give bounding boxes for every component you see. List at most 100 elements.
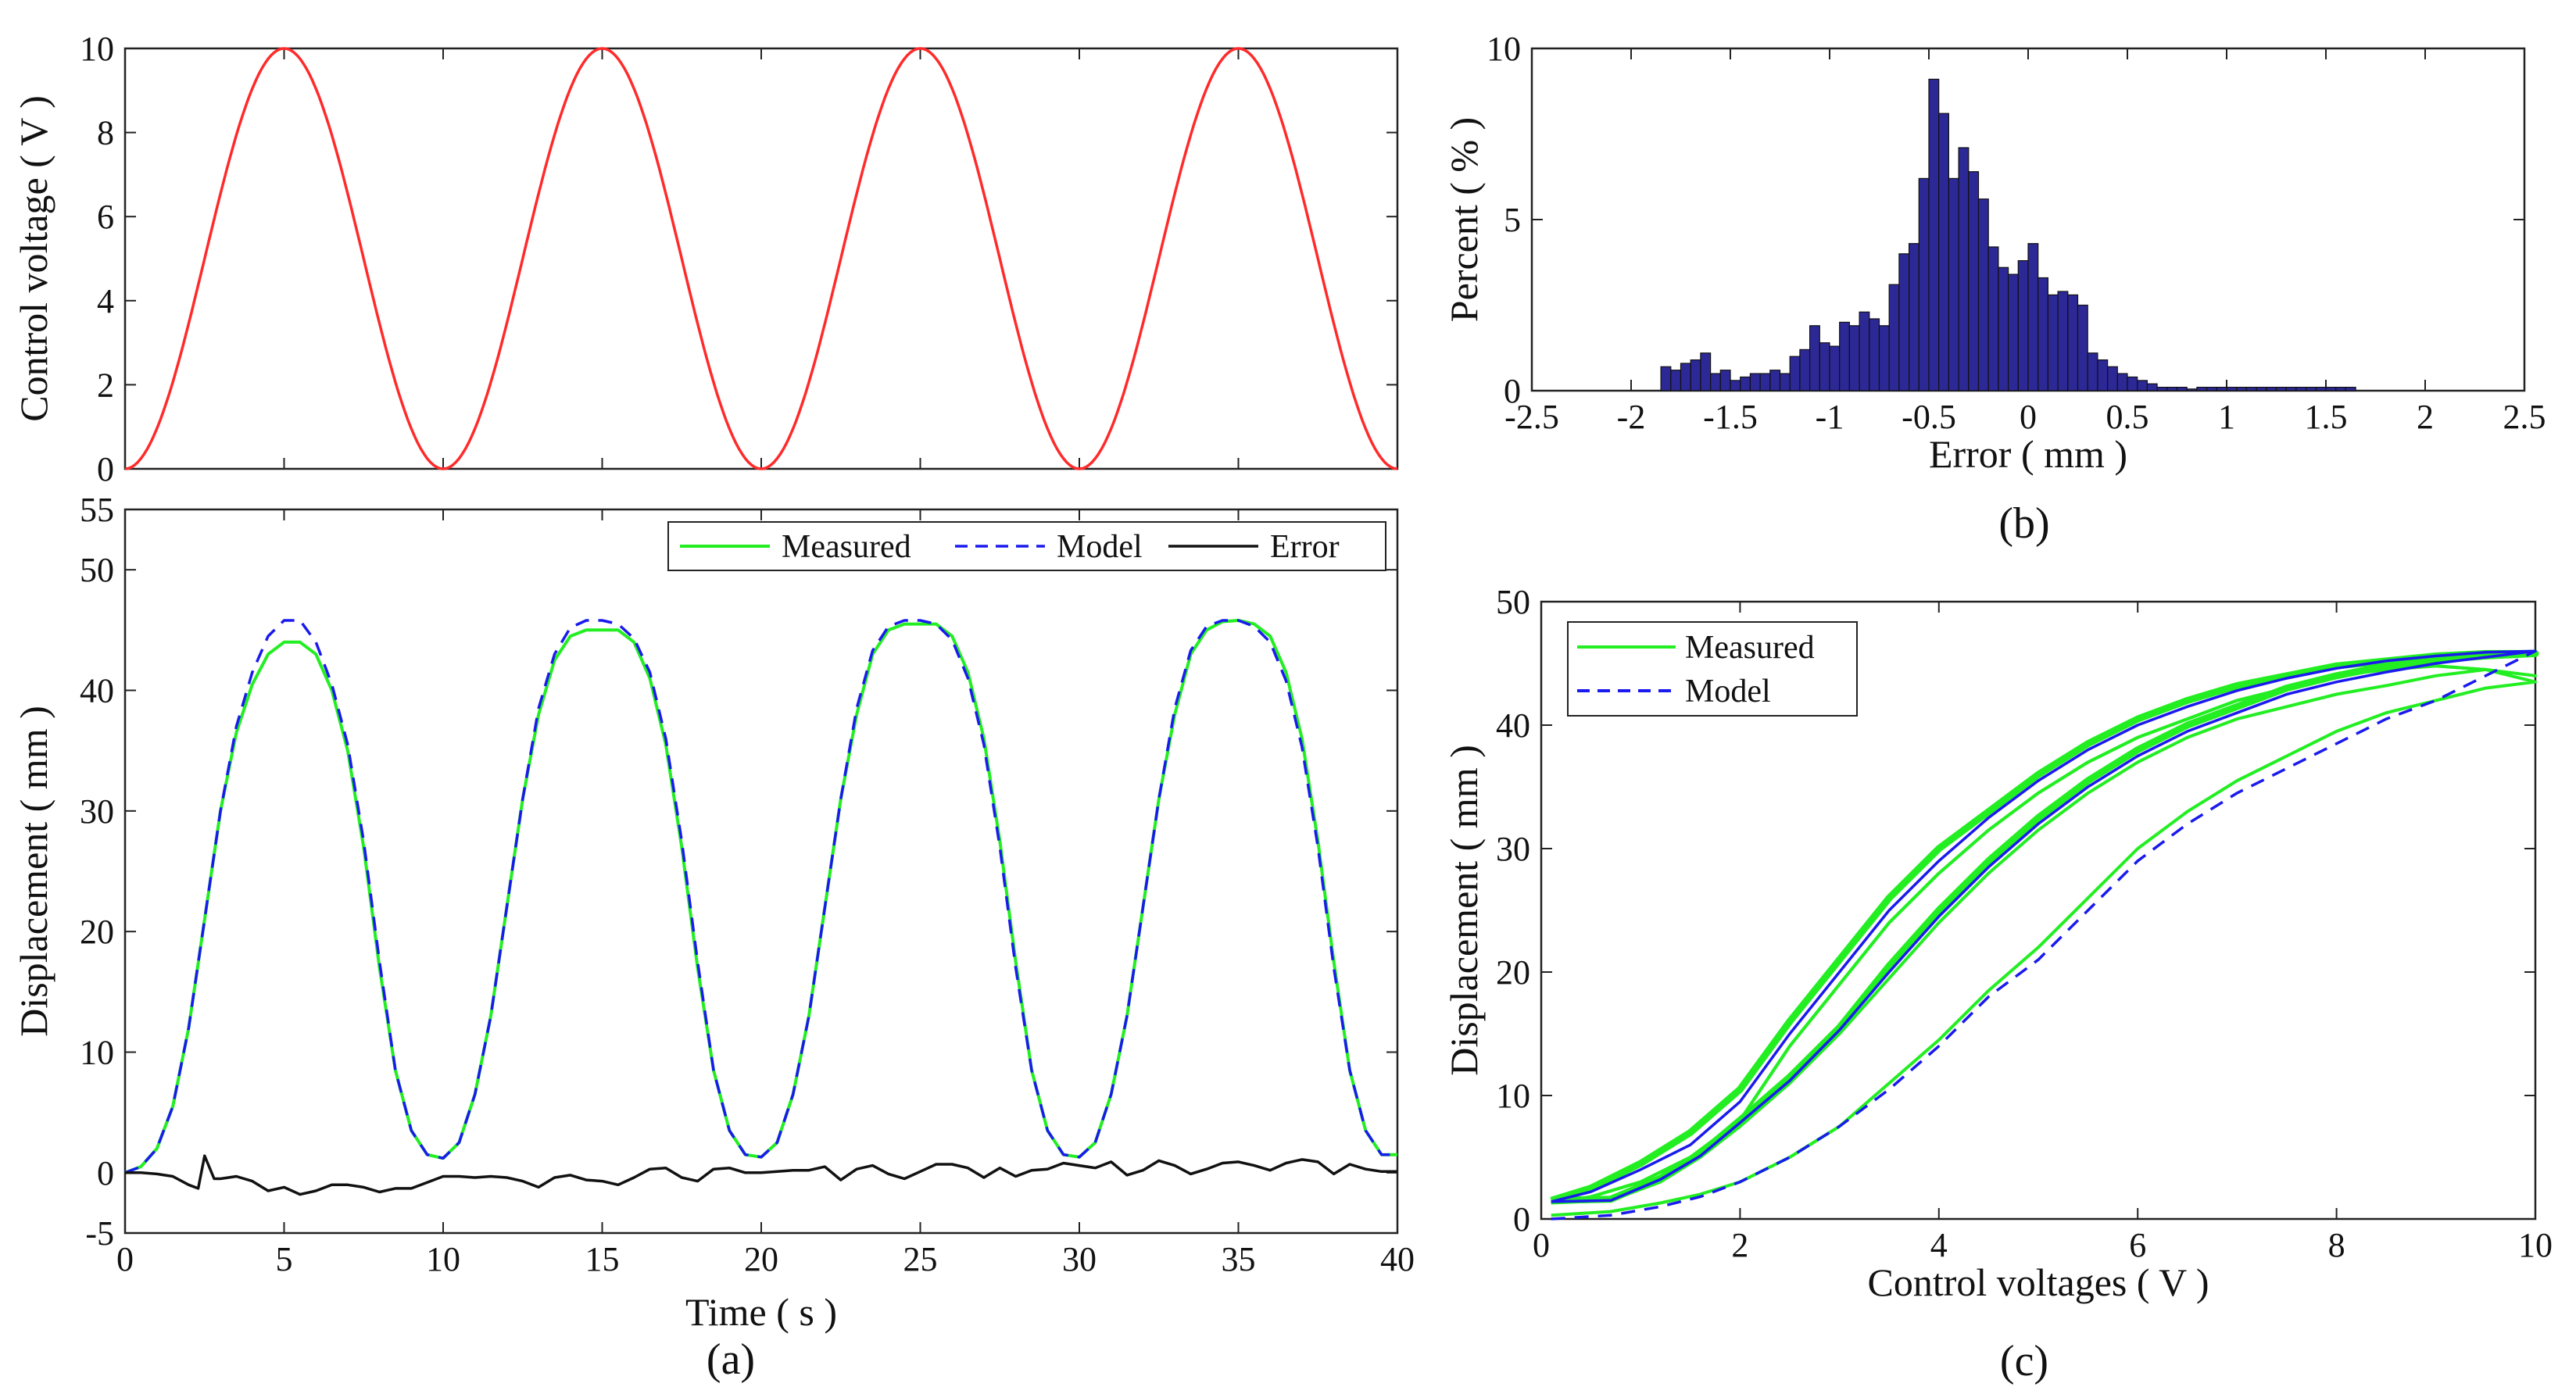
y-tick-label: 10	[80, 1034, 114, 1072]
histogram-bar	[2038, 277, 2048, 391]
histogram-bar	[1848, 325, 1860, 391]
histogram-bar	[1769, 370, 1781, 391]
x-tick-label: 6	[2129, 1226, 2146, 1264]
y-tick-label: 55	[80, 491, 114, 529]
panel-b-error-histogram: -2.5 -2 -1.5 -1 -0.5 0 0.5 1 1.5 2 2.5 0 5 10 Error ( …	[1442, 30, 2546, 476]
y-tick-label: 30	[1496, 830, 1530, 868]
legend-label-model: Model	[1685, 674, 1771, 710]
histogram-bar	[1789, 356, 1801, 391]
y-tick-label: 0	[1504, 372, 1521, 410]
y-tick-label: 10	[80, 30, 114, 68]
histogram-bar	[2285, 387, 2297, 391]
histogram-bar	[2226, 387, 2238, 391]
histogram-bar	[1869, 318, 1880, 391]
histogram-bar	[1948, 177, 1959, 391]
histogram-bar	[1779, 373, 1791, 391]
y-tick-label: 50	[80, 551, 114, 589]
error-line	[125, 1154, 1397, 1196]
x-tick-label: -0.5	[1902, 398, 1956, 436]
histogram-bar	[2345, 387, 2356, 391]
histogram-bar	[1958, 147, 1970, 391]
x-tick-label: -2	[1617, 398, 1646, 436]
x-tick-label: 1.5	[2305, 398, 2348, 436]
histogram-bar	[1918, 177, 1930, 391]
histogram-bar	[1690, 359, 1701, 391]
x-tick-label: -2.5	[1504, 398, 1559, 436]
histogram-bar	[1700, 352, 1712, 391]
histogram-bar	[1719, 370, 1731, 391]
histogram-bar	[1938, 113, 1949, 391]
histogram-bar	[2146, 383, 2158, 391]
x-axis-label: Error ( mm )	[1929, 432, 2127, 476]
histogram-bar	[2335, 387, 2346, 391]
histogram-bar	[2087, 352, 2098, 391]
x-tick-label: 15	[585, 1240, 620, 1278]
histogram-bar	[2256, 387, 2267, 391]
histogram-bar	[2196, 387, 2208, 391]
y-axis-label: Displacement ( mm )	[12, 706, 55, 1037]
x-tick-label: 0	[2020, 398, 2037, 436]
histogram-bar	[1680, 363, 1691, 391]
y-tick-label: 0	[97, 1154, 114, 1192]
x-tick-label: 25	[903, 1240, 938, 1278]
histogram-bar	[2027, 243, 2039, 391]
x-tick-label: 0	[1533, 1226, 1550, 1264]
histogram-bar	[1987, 246, 1999, 391]
histogram-bar	[2206, 387, 2217, 391]
histogram-bar	[2245, 387, 2257, 391]
x-tick-label: 8	[2328, 1226, 2345, 1264]
panel-label-b: (b)	[1998, 499, 2049, 548]
histogram-bar	[1888, 284, 1900, 391]
histogram-bar	[2008, 273, 2019, 391]
y-tick-label: 30	[80, 792, 114, 831]
histogram-bar	[1968, 171, 1980, 391]
panel-c-hysteresis-chart: 0 2 4 6 8 10 0 10 20 30 40 50 Control voltages ( V )…	[1442, 583, 2553, 1304]
histogram-bar	[1909, 243, 1919, 391]
histogram-bar	[1799, 348, 1811, 391]
histogram-bar	[1859, 311, 1870, 391]
histogram-bar	[1878, 325, 1890, 391]
x-tick-label: 20	[744, 1240, 778, 1278]
y-tick-label: 40	[80, 672, 114, 710]
panel-a-control-voltage-chart: 0 2 4 6 8 10 Control voltage ( V )	[12, 30, 1399, 488]
legend-label-error: Error	[1270, 529, 1340, 565]
histogram-bar	[2137, 380, 2148, 391]
x-tick-label: 1	[2218, 398, 2235, 436]
histogram-bar	[1710, 373, 1721, 391]
histogram-bar	[2295, 387, 2307, 391]
histogram-bar	[1819, 342, 1830, 391]
panel-label-c: (c)	[2000, 1337, 2048, 1385]
histogram-bar	[2176, 387, 2188, 391]
histogram-bar	[2077, 304, 2088, 391]
legend: Measured Model Error	[667, 521, 1386, 571]
legend-label-model: Model	[1057, 529, 1143, 565]
histogram-bar	[1759, 373, 1771, 391]
y-tick-label: -5	[85, 1214, 114, 1253]
y-tick-label: 20	[1496, 953, 1530, 992]
y-tick-label: 5	[1504, 201, 1521, 239]
histogram-bar	[1928, 78, 1940, 391]
histogram-bar	[1730, 380, 1741, 391]
histogram-bar	[1898, 253, 1910, 391]
histogram-bar	[2067, 294, 2079, 391]
legend-label-measured: Measured	[782, 529, 911, 565]
x-axis-label: Control voltages ( V )	[1867, 1260, 2209, 1304]
x-tick-label: 2	[1731, 1226, 1748, 1264]
legend-label-measured: Measured	[1685, 630, 1815, 666]
histogram-bar	[2325, 387, 2337, 391]
histogram-bar	[1839, 321, 1850, 391]
x-tick-label: 5	[276, 1240, 293, 1278]
measured-loop-line	[1550, 649, 2539, 1204]
legend-box	[1567, 621, 1858, 717]
y-axis-label: Percent ( % )	[1442, 117, 1486, 322]
y-tick-label: 10	[1487, 30, 1521, 68]
y-tick-label: 40	[1496, 706, 1530, 745]
histogram-bar	[2306, 387, 2317, 391]
histogram-bar	[2266, 387, 2277, 391]
histogram-bar	[2097, 359, 2109, 391]
histogram-bar	[2057, 291, 2069, 391]
y-tick-label: 20	[80, 913, 114, 951]
histogram-bar	[2216, 387, 2227, 391]
y-axis-label: Control voltage ( V )	[12, 95, 55, 422]
x-tick-label: 2.5	[2503, 398, 2546, 436]
